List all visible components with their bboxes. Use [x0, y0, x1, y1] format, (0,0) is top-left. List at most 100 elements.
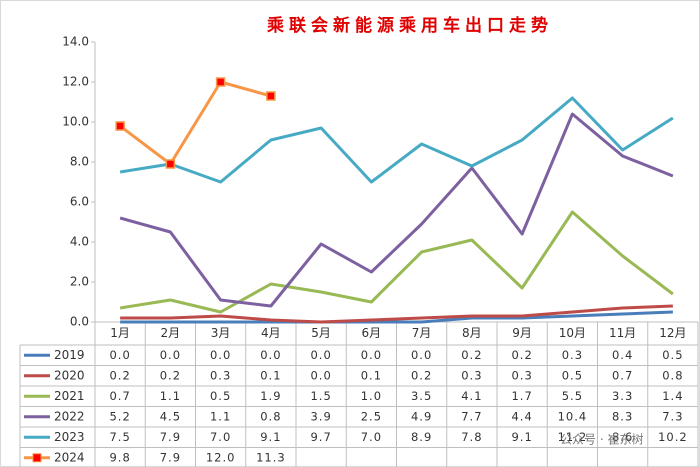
table-cell: 7.0	[210, 430, 231, 444]
table-cell: 7.5	[109, 430, 130, 444]
table-cell: 1.9	[260, 389, 281, 403]
table-cell: 4.9	[411, 409, 432, 423]
series-line	[120, 304, 673, 324]
x-tick-label: 4月	[261, 326, 281, 340]
watermark: 公众号 · 崔东树	[560, 432, 643, 447]
table-cell: 0.0	[411, 348, 432, 362]
table-cell: 0.0	[260, 348, 281, 362]
table-cell: 0.7	[612, 368, 633, 382]
series-line	[119, 112, 674, 308]
table-cell: 0.0	[109, 348, 130, 362]
table-cell: 0.3	[562, 348, 583, 362]
table-cell: 4.4	[511, 409, 532, 423]
table-cell: 8.9	[411, 430, 432, 444]
table-cell: 0.3	[461, 368, 482, 382]
table-cell: 0.5	[562, 368, 583, 382]
table-cell: 0.7	[109, 389, 130, 403]
marker	[215, 77, 226, 87]
x-tick-label: 6月	[362, 326, 382, 340]
table-cell: 11.2	[558, 430, 588, 444]
table-cell: 7.9	[160, 450, 181, 464]
table-cell: 7.3	[662, 409, 683, 423]
table-cell: 0.1	[260, 368, 281, 382]
table-cell: 0.2	[461, 348, 482, 362]
legend-label: 2024	[54, 450, 85, 464]
marker	[266, 91, 276, 101]
y-tick-label: 2.0	[70, 275, 89, 289]
table-cell: 0.2	[109, 368, 130, 382]
table-cell: 11.3	[256, 450, 286, 464]
table-cell: 7.9	[160, 430, 181, 444]
table-cell: 0.0	[361, 348, 382, 362]
legend-label: 2020	[54, 368, 85, 382]
table-cell: 0.3	[511, 368, 532, 382]
table-cell: 2.5	[361, 409, 382, 423]
x-tick-label: 11月	[609, 326, 636, 340]
table-cell: 1.0	[361, 389, 382, 403]
table-cell: 7.7	[461, 409, 482, 423]
table-cell: 8.3	[612, 409, 633, 423]
x-tick-label: 8月	[462, 326, 482, 340]
table-cell: 0.0	[310, 368, 331, 382]
series-line	[119, 80, 272, 166]
table-cell: 0.8	[260, 409, 281, 423]
table-cell: 0.4	[612, 348, 633, 362]
legend-label: 2022	[54, 409, 85, 423]
table-cell: 3.3	[612, 389, 633, 403]
table-cell: 3.9	[310, 409, 331, 423]
series-line	[119, 210, 674, 314]
y-tick-label: 0.0	[70, 315, 89, 329]
table-cell: 9.1	[260, 430, 281, 444]
table-cell: 9.8	[109, 450, 130, 464]
table-cell: 8.6	[612, 430, 633, 444]
legend-label: 2023	[54, 430, 85, 444]
y-tick-label: 14.0	[62, 35, 89, 49]
table-cell: 7.8	[461, 430, 482, 444]
table-cell: 12.0	[206, 450, 236, 464]
table-cell: 1.4	[662, 389, 683, 403]
x-tick-label: 9月	[512, 326, 532, 340]
table-cell: 1.7	[511, 389, 532, 403]
x-tick-label: 1月	[110, 326, 130, 340]
x-tick-label: 3月	[211, 326, 231, 340]
table-cell: 0.5	[210, 389, 231, 403]
y-tick-label: 4.0	[70, 235, 89, 249]
legend-marker	[32, 453, 42, 463]
y-tick-label: 8.0	[70, 155, 89, 169]
table-cell: 0.2	[160, 368, 181, 382]
table-cell: 4.5	[160, 409, 181, 423]
chart-title: 乘联会新能源乘用车出口走势	[266, 15, 553, 36]
table-cell: 9.1	[511, 430, 532, 444]
table-cell: 0.0	[210, 348, 231, 362]
x-tick-label: 10月	[559, 326, 586, 340]
table-cell: 4.1	[461, 389, 482, 403]
table-cell: 1.1	[210, 409, 231, 423]
series-line	[119, 96, 674, 184]
table-cell: 9.7	[310, 430, 331, 444]
table-cell: 0.8	[662, 368, 683, 382]
y-tick-label: 12.0	[62, 75, 89, 89]
y-tick-label: 6.0	[70, 195, 89, 209]
table-cell: 0.2	[511, 348, 532, 362]
table-cell: 0.0	[310, 348, 331, 362]
x-tick-label: 12月	[659, 326, 686, 340]
marker	[165, 159, 176, 169]
table-cell: 5.5	[562, 389, 583, 403]
table-cell: 0.1	[361, 368, 382, 382]
table-cell: 0.3	[210, 368, 231, 382]
table-cell: 5.2	[109, 409, 130, 423]
table-cell: 1.1	[160, 389, 181, 403]
table-cell: 10.2	[658, 430, 688, 444]
table-cell: 0.2	[411, 368, 432, 382]
x-tick-label: 7月	[412, 326, 432, 340]
x-tick-label: 2月	[161, 326, 181, 340]
table-cell: 10.4	[558, 409, 588, 423]
marker	[115, 121, 125, 131]
y-tick-label: 10.0	[62, 115, 89, 129]
legend-label: 2019	[54, 348, 85, 362]
legend-label: 2021	[54, 389, 85, 403]
table-cell: 3.5	[411, 389, 432, 403]
series-line	[120, 310, 673, 324]
